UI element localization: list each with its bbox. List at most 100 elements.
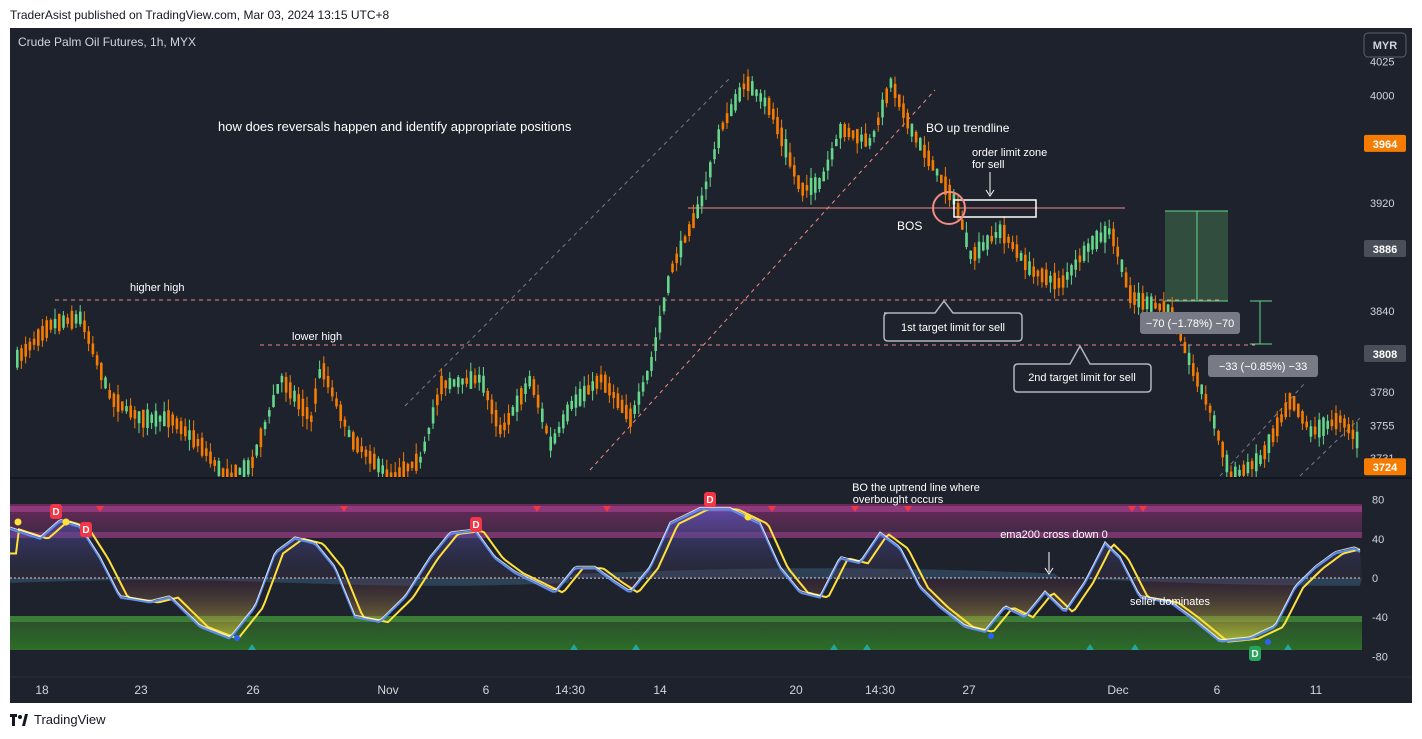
sell-triangle-8 [1139,506,1147,512]
candle-body [919,137,922,151]
candle-body [1347,424,1350,434]
candle-body [654,337,657,351]
candle-body [599,374,603,383]
time-tick-7: 20 [789,683,803,697]
candle-body [385,469,389,479]
candle-body [297,394,300,410]
price-tick-5: 3755 [1370,420,1394,432]
candle-body [843,124,846,138]
buy-triangle-1 [570,644,578,650]
candle-body [192,430,195,448]
bo-overbought-label-2: overbought occurs [853,494,944,506]
candle-body [318,369,321,378]
candle-body [499,424,502,435]
divergence-badge-2 [470,517,482,532]
candle-body [150,414,153,423]
candle-body [326,375,330,388]
candle-body [209,451,212,464]
time-tick-2: 26 [246,683,260,697]
candle-body [255,444,258,456]
candle-body [1129,285,1132,303]
candle-body [835,139,838,147]
candle-body [163,411,166,427]
candle-body [66,317,69,324]
candle-body [1108,228,1111,235]
candle-body [79,311,82,325]
candle-body [1322,417,1325,436]
candle-body [1196,372,1199,387]
candle-body [423,441,426,452]
chart-svg[interactable]: Crude Palm Oil Futures, 1h, MYX how does… [10,28,1412,703]
candle-body [452,379,456,387]
candle-body [755,89,758,97]
candle-body [524,383,527,395]
candle-body [906,112,909,129]
oscillator-area [10,509,1362,642]
candle-body [1271,428,1275,443]
price-ticks: 4025400039203840378037553731 [1370,57,1394,465]
candle-body [100,362,103,381]
trendline-upper [404,77,731,407]
sell-triangle-0 [96,506,104,512]
candle-body [927,150,930,167]
blue-dot-1 [988,633,994,639]
price-badge-1: 3886 [1373,244,1397,256]
candle-body [37,329,40,346]
currency-button[interactable] [1363,32,1407,58]
candle-body [1095,230,1098,250]
time-tick-1: 23 [134,683,148,697]
price-tick-1: 4000 [1370,90,1394,102]
candle-body [730,104,733,117]
oscillator-fast-line [10,508,1361,643]
time-tick-6: 14 [653,683,667,697]
candle-body [1292,396,1296,411]
candle-body [494,410,498,427]
candle-body [620,399,624,413]
price-badges: 3964 3886 3808 3724 [1364,134,1406,476]
candle-body [637,391,641,405]
candle-body [238,467,242,475]
candle-body [175,418,179,430]
trendline-up [589,89,936,471]
osc-tick-1: 40 [1372,534,1384,546]
candle-body [604,374,607,393]
time-tick-0: 18 [35,683,49,697]
candle-body [935,168,939,176]
tradingview-logo-icon [10,713,28,726]
candle-body [45,320,48,338]
candle-body [549,436,552,451]
candle-body [490,399,494,415]
sell-triangle-4 [768,506,776,512]
headline-annotation: how does reversals happen and identify a… [218,119,572,134]
candle-body [541,408,544,423]
candle-body [503,422,506,431]
candle-body [709,162,712,178]
buy-triangle-4 [863,644,871,650]
candle-body [301,398,305,417]
sell-triangle-6 [904,506,912,512]
candle-body [717,129,720,149]
price-tick-4: 3780 [1370,387,1394,399]
candle-body [1078,255,1082,263]
candle-body [1003,224,1006,244]
candle-body [902,103,905,118]
candle-body [629,408,632,427]
candle-body [364,449,368,457]
candle-body [1334,413,1338,430]
candle-body [1309,426,1313,437]
candle-body [1217,430,1220,441]
candle-body [507,413,510,425]
candle-body [1318,419,1321,438]
sell-triangle-1 [340,506,348,512]
candle-body [751,81,754,96]
chart-frame[interactable]: Crude Palm Oil Futures, 1h, MYX how does… [10,28,1412,703]
candle-body [347,429,351,438]
candle-body [104,377,107,389]
divergence-badge-3 [704,492,716,507]
candle-body [398,467,401,479]
candle-body [772,108,775,120]
candle-body [108,390,111,399]
buy-triangle-3 [830,644,838,650]
candle-body [217,460,221,476]
osc-tick-2: 0 [1372,573,1378,585]
